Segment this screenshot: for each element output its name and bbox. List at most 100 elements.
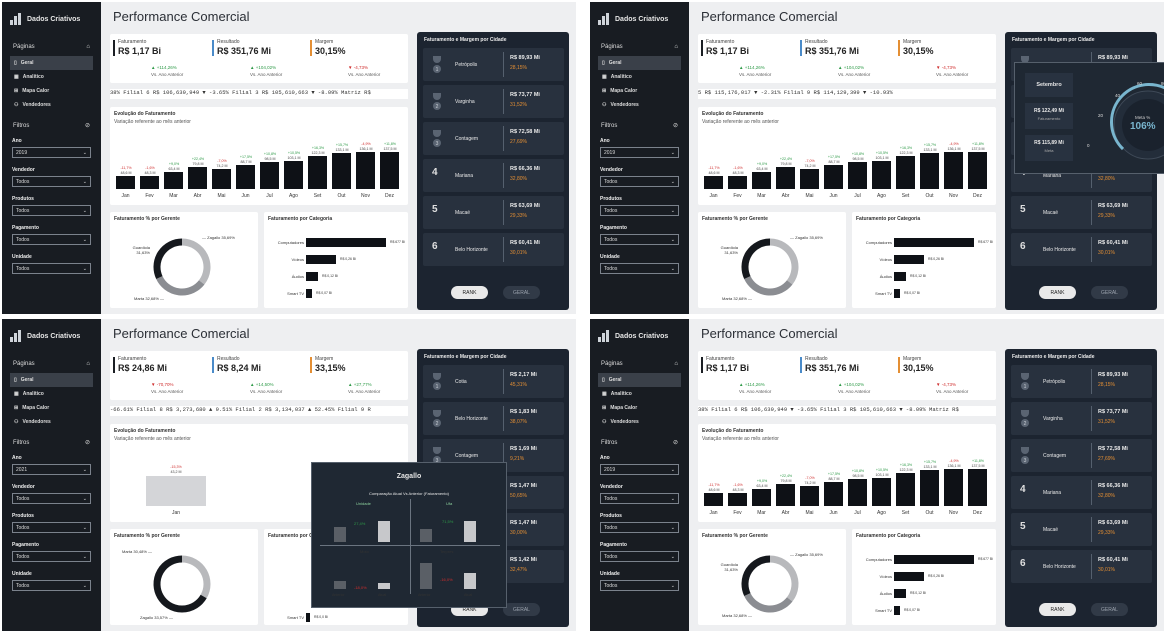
category-value-3: R$ 0,07 Bi [316, 291, 332, 295]
category-bar-0[interactable] [894, 555, 974, 564]
clear-filter-icon[interactable]: ⊘ [84, 123, 90, 129]
filter-dropdown-2[interactable]: Todos ⌄ [12, 522, 91, 533]
sidebar-item-0[interactable]: ▯ Geral [598, 373, 681, 387]
city-row[interactable]: 5 Macaé R$ 63,69 Mi 29,33% [1011, 513, 1152, 546]
geral-button[interactable]: GERAL [1091, 603, 1128, 616]
city-row[interactable]: 5 Macaé R$ 63,69 Mi 29,33% [1011, 196, 1152, 229]
donut-slice-0[interactable] [769, 555, 799, 602]
filter-dropdown-0[interactable]: 2019 ⌄ [12, 147, 91, 158]
category-bar-2[interactable] [306, 272, 318, 281]
category-bar-0[interactable] [306, 238, 386, 247]
sidebar-item-1[interactable]: ▦ Analítico [602, 74, 632, 80]
filter-dropdown-3[interactable]: Todos ⌄ [12, 551, 91, 562]
category-bar-1[interactable] [894, 255, 924, 264]
donut-slice-1[interactable] [744, 275, 793, 296]
donut-slice-2[interactable] [741, 555, 771, 597]
clear-filter-icon[interactable]: ⊘ [84, 440, 90, 446]
filter-dropdown-3[interactable]: Todos ⌄ [600, 551, 679, 562]
sidebar-item-1[interactable]: ▦ Analítico [14, 74, 44, 80]
filter-dropdown-2[interactable]: Todos ⌄ [600, 522, 679, 533]
home-icon[interactable]: ⌂ [674, 44, 678, 50]
sidebar-item-3[interactable]: ⚇ Vendedores [602, 102, 639, 108]
city-row[interactable]: 5 Macaé R$ 63,69 Mi 29,33% [423, 196, 564, 229]
filter-dropdown-0[interactable]: 2021 ⌄ [12, 464, 91, 475]
geral-button[interactable]: GERAL [503, 603, 540, 616]
city-row[interactable]: 1 Petrópolis R$ 89,93 Mi 28,15% [423, 48, 564, 81]
sidebar-item-2[interactable]: ⊞ Mapa Calor [14, 88, 50, 94]
sidebar-item-3[interactable]: ⚇ Vendedores [14, 102, 51, 108]
city-row[interactable]: 6 Belo Horizonte R$ 60,41 Mi 30,01% [1011, 550, 1152, 583]
sidebar-item-0[interactable]: ▯ Geral [10, 373, 93, 387]
home-icon[interactable]: ⌂ [674, 361, 678, 367]
filter-dropdown-3[interactable]: Todos ⌄ [600, 234, 679, 245]
city-row[interactable]: 1 Cotia R$ 2,17 Mi 45,31% [423, 365, 564, 398]
filter-dropdown-4[interactable]: Todos ⌄ [600, 263, 679, 274]
sidebar-item-3[interactable]: ⚇ Vendedores [602, 419, 639, 425]
donut-slice-1[interactable] [156, 275, 205, 296]
category-bar-1[interactable] [306, 255, 336, 264]
sidebar-item-0[interactable]: ▯ Geral [598, 56, 681, 70]
city-row[interactable]: 2 Varginha R$ 73,77 Mi 31,52% [1011, 402, 1152, 435]
city-row[interactable]: 6 Belo Horizonte R$ 60,41 Mi 30,01% [423, 233, 564, 266]
city-row[interactable]: 4 Mariana R$ 66,36 Mi 32,80% [423, 159, 564, 192]
donut-slice-1[interactable] [744, 592, 793, 613]
sidebar: Dados Criativos Páginas ⌂ ▯ Geral ▦ Analític… [2, 319, 101, 631]
sidebar-item-1[interactable]: ▦ Analítico [14, 391, 44, 397]
filter-dropdown-4[interactable]: Todos ⌄ [600, 580, 679, 591]
sidebar-item-2[interactable]: ⊞ Mapa Calor [602, 88, 638, 94]
sidebar-item-2[interactable]: ⊞ Mapa Calor [14, 405, 50, 411]
filter-dropdown-4[interactable]: Todos ⌄ [12, 263, 91, 274]
rank-button[interactable]: RANK [451, 286, 488, 299]
filter-dropdown-0[interactable]: 2019 ⌄ [600, 464, 679, 475]
sidebar-item-2[interactable]: ⊞ Mapa Calor [602, 405, 638, 411]
donut-slice-0[interactable] [181, 238, 211, 285]
filter-dropdown-2[interactable]: Todos ⌄ [12, 205, 91, 216]
filter-dropdown-0[interactable]: 2019 ⌄ [600, 147, 679, 158]
donut-slice-0[interactable] [181, 555, 211, 599]
city-row[interactable]: 6 Belo Horizonte R$ 60,41 Mi 30,01% [1011, 233, 1152, 266]
donut-slice-2[interactable] [153, 238, 183, 280]
sidebar-item-0[interactable]: ▯ Geral [10, 56, 93, 70]
home-icon[interactable]: ⌂ [86, 44, 90, 50]
rank-button[interactable]: RANK [1039, 603, 1076, 616]
category-bar-0[interactable] [306, 613, 310, 622]
category-bar-3[interactable] [306, 289, 312, 298]
clear-filter-icon[interactable]: ⊘ [672, 123, 678, 129]
filter-dropdown-2[interactable]: Todos ⌄ [600, 205, 679, 216]
city-row[interactable]: 4 Mariana R$ 66,36 Mi 32,80% [1011, 476, 1152, 509]
city-row[interactable]: 3 Contagem R$ 72,58 Mi 27,69% [423, 122, 564, 155]
clear-filter-icon[interactable]: ⊘ [672, 440, 678, 446]
gauge-tick-2: 40 [1115, 93, 1121, 98]
geral-button[interactable]: GERAL [503, 286, 540, 299]
filter-dropdown-1[interactable]: Todos ⌄ [12, 493, 91, 504]
donut-slice-2[interactable] [741, 238, 771, 280]
category-bar-2[interactable] [894, 589, 906, 598]
city-row[interactable]: 2 Varginha R$ 73,77 Mi 31,52% [423, 85, 564, 118]
sidebar-item-1[interactable]: ▦ Analítico [602, 391, 632, 397]
app-logo[interactable]: Dados Criativos [590, 2, 689, 36]
category-bar-1[interactable] [894, 572, 924, 581]
category-bar-0[interactable] [894, 238, 974, 247]
city-row[interactable]: 2 Belo Horizonte R$ 1,83 Mi 38,07% [423, 402, 564, 435]
sidebar-item-3[interactable]: ⚇ Vendedores [14, 419, 51, 425]
filter-dropdown-1[interactable]: Todos ⌄ [12, 176, 91, 187]
filter-dropdown-3[interactable]: Todos ⌄ [12, 234, 91, 245]
filter-dropdown-1[interactable]: Todos ⌄ [600, 493, 679, 504]
donut-slice-0[interactable] [769, 238, 799, 285]
category-bar-3[interactable] [894, 289, 900, 298]
category-bar-3[interactable] [894, 606, 900, 615]
rank-button[interactable]: RANK [1039, 286, 1076, 299]
app-logo[interactable]: Dados Criativos [590, 319, 689, 353]
filter-dropdown-1[interactable]: Todos ⌄ [600, 176, 679, 187]
city-margin: 50,65% [510, 493, 527, 499]
city-row[interactable]: 1 Petrópolis R$ 89,93 Mi 28,15% [1011, 365, 1152, 398]
home-icon[interactable]: ⌂ [86, 361, 90, 367]
donut-slice-1[interactable] [153, 555, 207, 613]
category-bar-2[interactable] [894, 272, 906, 281]
geral-button[interactable]: GERAL [1091, 286, 1128, 299]
filter-dropdown-4[interactable]: Todos ⌄ [12, 580, 91, 591]
city-value: R$ 1,69 Mi [510, 446, 537, 452]
app-logo[interactable]: Dados Criativos [2, 2, 101, 36]
app-logo[interactable]: Dados Criativos [2, 319, 101, 353]
city-row[interactable]: 3 Contagem R$ 72,58 Mi 27,69% [1011, 439, 1152, 472]
